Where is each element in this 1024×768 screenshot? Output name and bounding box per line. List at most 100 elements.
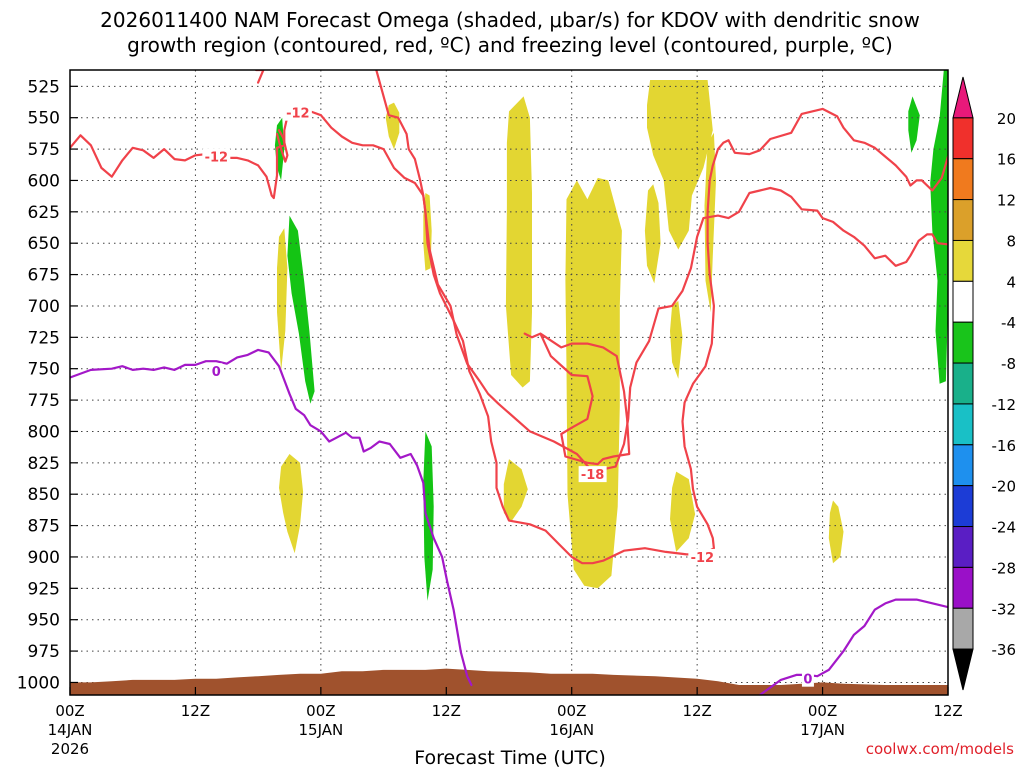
omega-region-17 xyxy=(930,70,948,384)
omega-region-10 xyxy=(277,228,288,372)
omega-region-5 xyxy=(647,80,713,250)
contour--12-3 xyxy=(275,129,289,163)
colorbar-segment-10 xyxy=(952,485,974,528)
colorbar-segment-8 xyxy=(952,403,974,446)
terrain xyxy=(70,668,948,695)
omega-region-16 xyxy=(908,96,920,153)
colorbar-label-3: 8 xyxy=(1006,232,1016,250)
omega-region-9 xyxy=(503,459,528,522)
ytick-label-550: 550 xyxy=(28,109,60,129)
colorbar-label-6: -8 xyxy=(1001,355,1016,373)
omega-region-4 xyxy=(644,184,661,284)
ytick-label-625: 625 xyxy=(28,203,60,223)
contour--12-0 xyxy=(70,107,948,565)
colorbar-segment-13 xyxy=(952,607,974,650)
ytick-label-575: 575 xyxy=(28,140,60,160)
ytick-label-525: 525 xyxy=(28,77,60,97)
ytick-label-750: 750 xyxy=(28,360,60,380)
contour-label-bg-4 xyxy=(210,363,223,380)
xtick-label-0: 00Z xyxy=(55,702,84,720)
omega-region-14 xyxy=(287,215,315,404)
xtick-day-48: 16JAN xyxy=(549,721,594,739)
contour-label-5: 0 xyxy=(803,673,812,688)
xtick-label-84: 12Z xyxy=(933,702,962,720)
ytick-label-800: 800 xyxy=(28,422,60,442)
xtick-label-72: 00Z xyxy=(808,702,837,720)
contour--12-1 xyxy=(255,70,265,84)
ytick-label-900: 900 xyxy=(28,548,60,568)
colorbar-label-2: 12 xyxy=(997,192,1016,210)
ytick-label-875: 875 xyxy=(28,517,60,537)
colorbar-segment-6 xyxy=(952,321,974,364)
colorbar-label-11: -28 xyxy=(992,559,1017,577)
colorbar-segment-4 xyxy=(952,239,974,282)
omega-region-11 xyxy=(279,454,304,554)
ytick-label-925: 925 xyxy=(28,579,60,599)
ytick-label-700: 700 xyxy=(28,297,60,317)
grid xyxy=(70,70,948,695)
contour--18-2 xyxy=(375,70,948,473)
ytick-label-775: 775 xyxy=(28,391,60,411)
contour--18-4 xyxy=(523,332,631,466)
x-axis-label: Forecast Time (UTC) xyxy=(414,747,605,768)
colorbar-label-8: -16 xyxy=(992,437,1017,455)
colorbar: 20 16 12 8 4 -4 -8 -12 -16 -20 -24 -28 -32 -36 xyxy=(952,76,1017,691)
ytick-label-650: 650 xyxy=(28,234,60,254)
colorbar-label-4: 4 xyxy=(1006,273,1016,291)
ytick-label-825: 825 xyxy=(28,454,60,474)
ytick-label-725: 725 xyxy=(28,328,60,348)
omega-region-12 xyxy=(828,500,844,564)
contour-0-6 xyxy=(758,598,948,695)
contour-label-bg-2 xyxy=(578,466,607,483)
colorbar-segment-1 xyxy=(952,117,974,160)
colorbar-label-13: -36 xyxy=(992,641,1017,659)
contour-label-1: -12 xyxy=(205,151,229,166)
omega-region-8 xyxy=(670,471,696,552)
xtick-year-0: 2026 xyxy=(51,740,89,758)
colorbar-segment-11 xyxy=(952,526,974,568)
chart-title-line2: growth region (contoured, red, ºC) and f… xyxy=(127,33,893,57)
xtick-label-36: 12Z xyxy=(432,702,461,720)
contour-label-4: 0 xyxy=(212,365,221,380)
colorbar-segment-14 xyxy=(952,648,974,691)
ytick-label-600: 600 xyxy=(28,171,60,191)
contour-label-0: -12 xyxy=(286,107,310,122)
contour-label-bg-0 xyxy=(283,104,312,121)
contour-0-5 xyxy=(70,348,473,687)
xtick-label-60: 12Z xyxy=(682,702,711,720)
omega-region-2 xyxy=(505,96,532,388)
colorbar-segment-9 xyxy=(952,444,974,487)
ytick-label-675: 675 xyxy=(28,266,60,286)
omega-region-15 xyxy=(423,431,434,601)
colorbar-label-10: -24 xyxy=(992,519,1017,537)
xtick-label-24: 00Z xyxy=(306,702,335,720)
y-axis: 525 550 575 600 625 650 675 700 725 750 775 800 825 8… xyxy=(17,77,78,693)
omega-shading xyxy=(274,70,948,601)
omega-region-6 xyxy=(704,132,716,313)
colorbar-label-7: -12 xyxy=(992,396,1017,414)
colorbar-label-9: -20 xyxy=(992,478,1017,496)
ytick-label-975: 975 xyxy=(28,642,60,662)
plot-area: -12 -12 -18 -12 0 0 xyxy=(69,69,949,696)
omega-region-3 xyxy=(565,177,622,589)
chart-title-line1: 2026011400 NAM Forecast Omega (shaded, μ… xyxy=(100,8,920,32)
colorbar-segment-5 xyxy=(952,280,974,323)
plot-frame xyxy=(69,69,949,696)
contours xyxy=(70,70,948,695)
colorbar-segment-12 xyxy=(952,566,974,609)
colorbar-label-0: 20 xyxy=(997,110,1016,128)
contour-label-3: -12 xyxy=(691,551,715,566)
ytick-label-950: 950 xyxy=(28,611,60,631)
xtick-label-48: 00Z xyxy=(557,702,586,720)
omega-region-7 xyxy=(670,300,683,379)
contour-label-2: -18 xyxy=(581,468,605,483)
contour-labels: -12 -12 -18 -12 0 0 xyxy=(202,104,814,688)
xtick-day-24: 15JAN xyxy=(298,721,343,739)
terrain-fill xyxy=(70,668,948,695)
xtick-day-72: 17JAN xyxy=(800,721,845,739)
colorbar-segment-3 xyxy=(952,199,974,241)
colorbar-label-12: -32 xyxy=(992,600,1017,618)
contour-label-bg-3 xyxy=(688,548,717,565)
